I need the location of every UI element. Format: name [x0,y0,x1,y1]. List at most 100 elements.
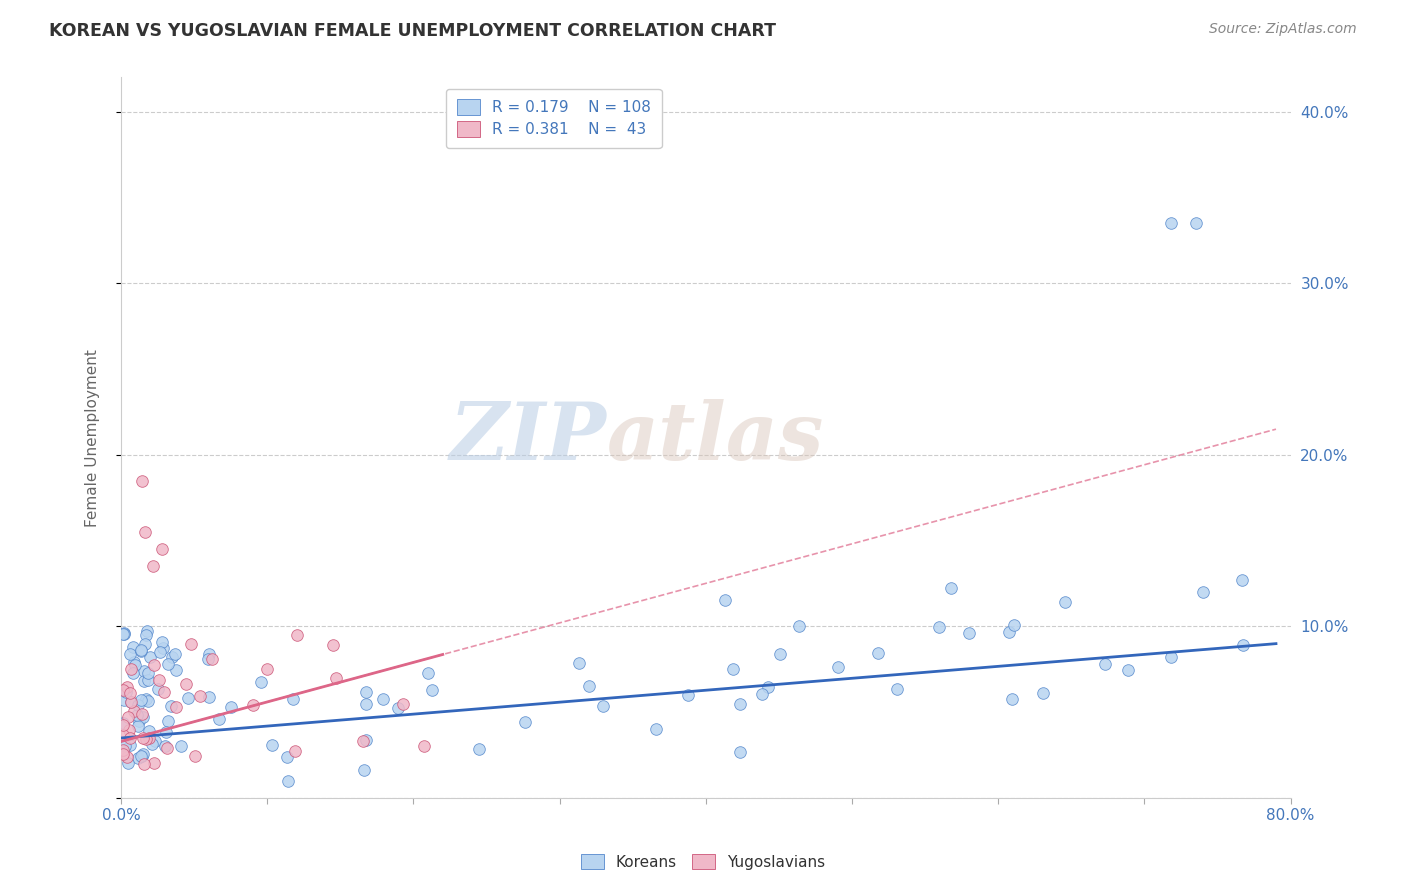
Point [138,724,160,739]
Point [219,699,242,714]
Point [868,646,890,660]
Point [135,692,157,706]
Point [176,677,198,691]
Text: Source: ZipAtlas.com: Source: ZipAtlas.com [1209,22,1357,37]
Point [111,683,134,698]
Point [325,671,347,685]
Point [827,659,849,673]
Point [114,739,136,754]
Point [413,739,436,754]
Point [131,749,153,764]
Point [928,620,950,634]
Point [1184,216,1206,230]
Point [132,756,155,771]
Point [420,682,443,697]
Point [169,739,191,753]
Point [127,719,149,733]
Point [111,715,134,730]
Point [188,689,211,703]
Point [112,693,135,707]
Point [111,742,134,756]
Point [152,685,174,699]
Point [285,628,308,642]
Point [112,625,135,640]
Point [115,749,138,764]
Point [197,652,219,666]
Point [135,731,157,746]
Point [152,641,174,656]
Point [111,627,134,641]
Point [371,691,394,706]
Y-axis label: Female Unemployment: Female Unemployment [86,349,100,526]
Point [159,699,181,714]
Point [713,593,735,607]
Point [939,581,962,595]
Point [997,624,1019,639]
Point [198,690,221,704]
Point [276,750,298,764]
Point [129,693,152,707]
Point [117,756,139,770]
Point [728,745,751,759]
Point [356,733,378,747]
Point [1160,649,1182,664]
Point [111,728,134,742]
Point [1001,691,1024,706]
Point [143,756,166,770]
Point [208,712,231,726]
Point [124,658,146,673]
Point [120,695,142,709]
Point [1230,573,1253,587]
Point [131,474,153,488]
Point [262,738,284,752]
Point [165,700,187,714]
Point [387,701,409,715]
Point [1053,595,1076,609]
Point [135,624,157,639]
Point [163,648,186,662]
Point [723,662,745,676]
Point [354,697,377,711]
Point [132,709,155,723]
Point [129,644,152,658]
Point [142,559,165,574]
Text: atlas: atlas [606,399,824,476]
Point [392,697,415,711]
Point [751,687,773,701]
Point [135,628,157,642]
Point [568,656,591,670]
Point [249,675,271,690]
Point [121,640,143,655]
Point [136,666,159,681]
Point [1160,216,1182,230]
Point [127,751,149,765]
Point [118,647,141,661]
Point [256,662,278,676]
Point [769,647,792,661]
Point [143,734,166,748]
Point [122,666,145,681]
Point [149,645,172,659]
Point [957,626,980,640]
Point [645,722,668,736]
Point [277,773,299,788]
Point [1002,618,1025,632]
Point [118,723,141,738]
Point [112,627,135,641]
Point [180,637,202,651]
Point [146,682,169,697]
Point [122,655,145,669]
Point [131,707,153,722]
Point [132,731,155,746]
Point [120,731,142,745]
Point [150,635,173,649]
Point [134,525,156,540]
Point [578,679,600,693]
Point [127,698,149,712]
Point [141,737,163,751]
Point [284,744,307,758]
Point [1192,584,1215,599]
Point [156,657,179,671]
Legend: R = 0.179    N = 108, R = 0.381    N =  43: R = 0.179 N = 108, R = 0.381 N = 43 [446,88,662,148]
Point [139,650,162,665]
